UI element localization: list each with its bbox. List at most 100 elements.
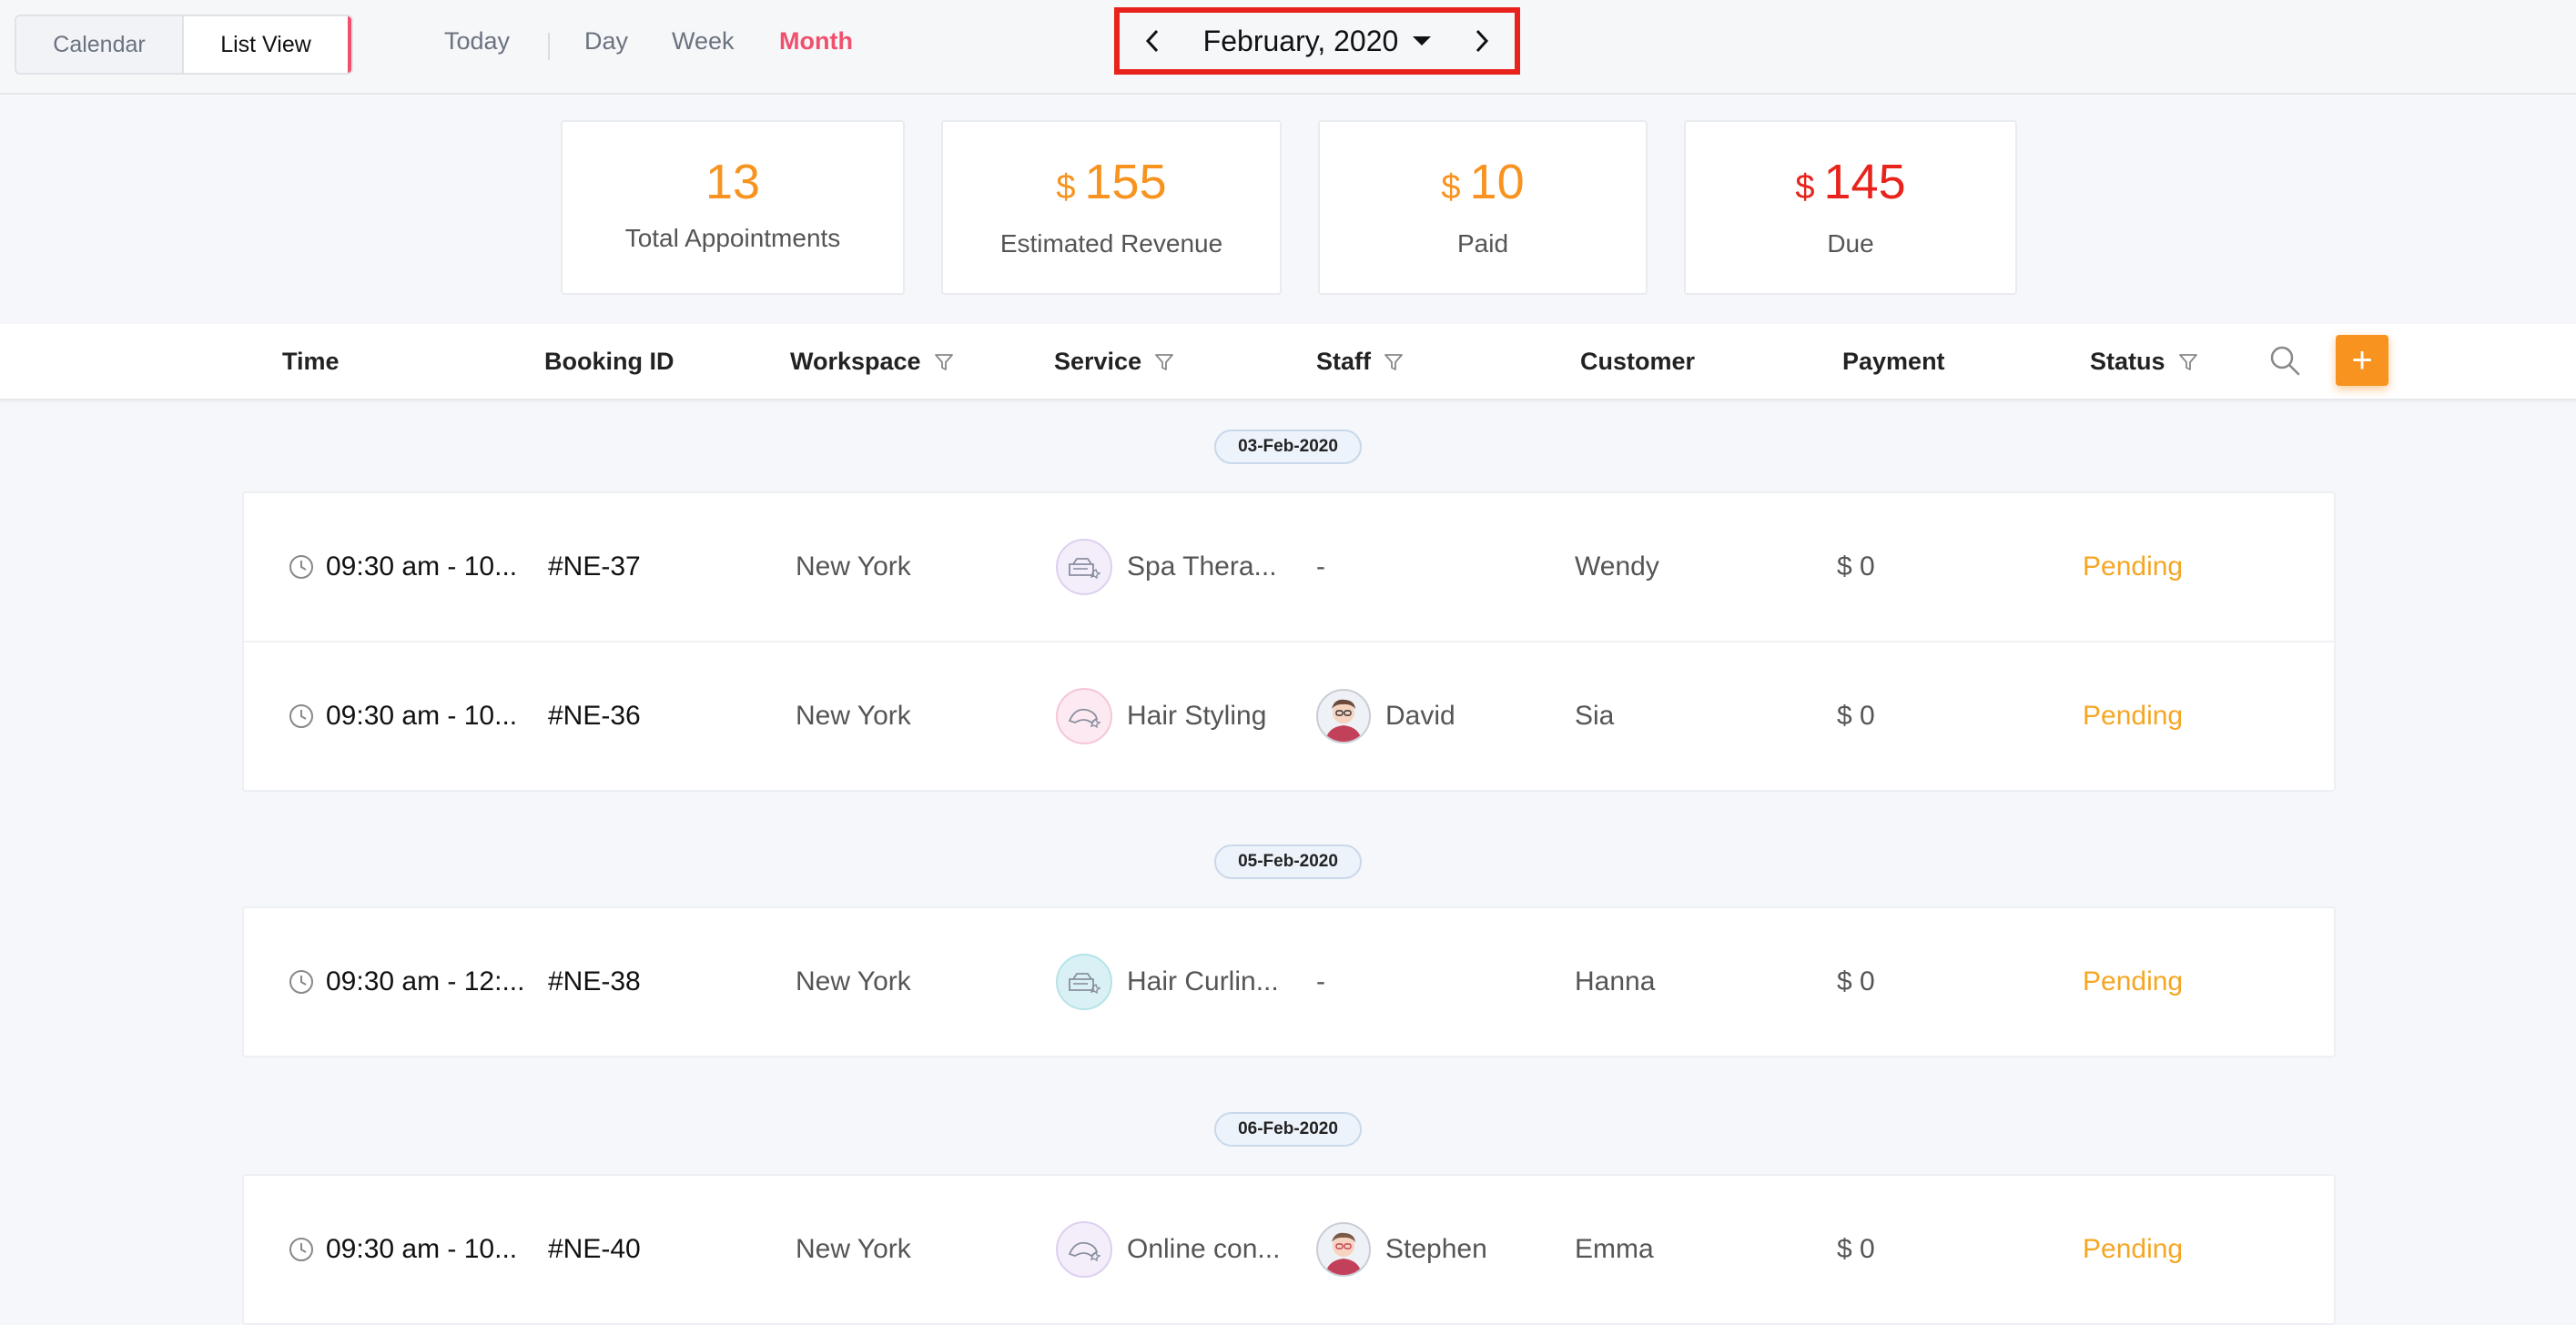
clock-icon: [289, 704, 313, 728]
chevron-left-icon[interactable]: [1140, 28, 1165, 54]
status-badge: Pending: [2083, 1234, 2184, 1264]
booking-id-header: Booking ID: [544, 348, 674, 376]
due-card: $145 Due: [1684, 120, 2017, 295]
due-label: Due: [1827, 229, 1874, 258]
status-badge: Pending: [2083, 701, 2184, 731]
workspace-header: Workspace: [790, 348, 954, 376]
workspace: New York: [796, 701, 911, 731]
time-text: 09:30 am - 10...: [326, 1234, 518, 1264]
view-toggle: Calendar List View: [15, 15, 353, 75]
workspace: New York: [796, 1234, 911, 1264]
range-divider: [548, 33, 550, 60]
time-text: 09:30 am - 10...: [326, 551, 518, 582]
chevron-right-icon[interactable]: [1469, 28, 1495, 54]
spa-service-icon: [1056, 539, 1112, 595]
service-header-label: Service: [1054, 348, 1142, 375]
currency-symbol: $: [1795, 168, 1815, 207]
booking-id-header-label: Booking ID: [544, 348, 674, 375]
staff-name: -: [1316, 551, 1325, 582]
time-text: 09:30 am - 10...: [326, 701, 518, 731]
estimated-revenue-value: $155: [943, 155, 1280, 215]
service-cell: Hair Curlin...: [1056, 908, 1279, 1056]
currency-symbol: $: [1056, 168, 1076, 207]
paid-label: Paid: [1456, 229, 1509, 258]
status-badge: Pending: [2083, 966, 2184, 996]
filter-icon[interactable]: [1154, 352, 1174, 372]
total-appointments-card: 13 Total Appointments: [561, 120, 905, 295]
status-header-label: Status: [2090, 348, 2165, 375]
estimated-revenue-card: $155 Estimated Revenue: [941, 120, 1282, 295]
time-cell: 09:30 am - 10...: [288, 493, 517, 641]
payment-amount: $ 0: [1837, 701, 1875, 731]
table-header: Time Booking ID Workspace Service Staff …: [0, 324, 2576, 400]
service-name: Spa Thera...: [1127, 551, 1277, 582]
total-appointments-label: Total Appointments: [624, 224, 841, 252]
payment-amount: $ 0: [1837, 1234, 1875, 1264]
staff-cell: -: [1316, 493, 1325, 641]
booking-id: #NE-37: [548, 551, 641, 582]
time-header: Time: [282, 348, 340, 376]
date-pill: 03-Feb-2020: [1214, 430, 1362, 464]
table-row[interactable]: 09:30 am - 10... #NE-40 New York Online …: [244, 1176, 2334, 1323]
workspace: New York: [796, 551, 911, 582]
date-pill: 05-Feb-2020: [1214, 845, 1362, 879]
day-button[interactable]: Day: [584, 27, 629, 55]
week-button[interactable]: Week: [672, 27, 735, 55]
staff-name: David: [1385, 701, 1455, 731]
service-name: Online con...: [1127, 1234, 1281, 1264]
staff-cell: -: [1316, 908, 1325, 1056]
payment-header-label: Payment: [1842, 348, 1945, 375]
paid-amount: 10: [1469, 155, 1525, 209]
table-row[interactable]: 09:30 am - 12:... #NE-38 New York Hair C…: [244, 908, 2334, 1056]
workspace: New York: [796, 966, 911, 996]
avatar: [1316, 1222, 1371, 1277]
estimated-revenue-label: Estimated Revenue: [999, 229, 1223, 258]
status-header: Status: [2090, 348, 2198, 376]
due-amount: 145: [1823, 155, 1906, 209]
staff-name: -: [1316, 966, 1325, 996]
appointment-group: 09:30 am - 10... #NE-40 New York Online …: [242, 1174, 2336, 1325]
filter-icon[interactable]: [934, 352, 954, 372]
month-picker[interactable]: February, 2020: [1203, 25, 1432, 58]
due-value: $145: [1686, 155, 2015, 215]
time-text: 09:30 am - 12:...: [326, 966, 525, 996]
month-label: February, 2020: [1202, 24, 1399, 57]
staff-cell: David: [1316, 642, 1455, 790]
caret-down-icon: [1413, 36, 1432, 46]
staff-cell: Stephen: [1316, 1176, 1487, 1323]
appointment-group: 09:30 am - 10... #NE-37 New York Spa The…: [242, 491, 2336, 792]
booking-id: #NE-36: [548, 701, 641, 731]
staff-header: Staff: [1316, 348, 1404, 376]
calendar-view-button[interactable]: Calendar: [53, 31, 146, 57]
customer-name: Wendy: [1575, 551, 1659, 582]
customer-header: Customer: [1580, 348, 1695, 376]
add-appointment-button[interactable]: +: [2336, 335, 2388, 386]
total-appointments-value: 13: [705, 155, 761, 209]
booking-id: #NE-40: [548, 1234, 641, 1264]
today-button[interactable]: Today: [444, 27, 511, 55]
customer-name: Emma: [1575, 1234, 1654, 1264]
staff-name: Stephen: [1385, 1234, 1487, 1264]
table-row[interactable]: 09:30 am - 10... #NE-36 New York Hair St…: [244, 641, 2334, 790]
clock-icon: [289, 1238, 313, 1261]
search-icon[interactable]: [2268, 344, 2301, 377]
filter-icon[interactable]: [2178, 352, 2198, 372]
payment-header: Payment: [1842, 348, 1945, 376]
filter-icon[interactable]: [1384, 352, 1404, 372]
service-cell: Spa Thera...: [1056, 493, 1277, 641]
list-view-button[interactable]: List View: [182, 16, 351, 73]
month-button[interactable]: Month: [779, 27, 853, 55]
status-badge: Pending: [2083, 551, 2184, 582]
date-pill: 06-Feb-2020: [1214, 1112, 1362, 1147]
service-header: Service: [1054, 348, 1174, 376]
table-row[interactable]: 09:30 am - 10... #NE-37 New York Spa The…: [244, 493, 2334, 641]
paid-card: $10 Paid: [1318, 120, 1648, 295]
service-name: Hair Curlin...: [1127, 966, 1279, 996]
workspace-header-label: Workspace: [790, 348, 921, 375]
paid-value: $10: [1320, 155, 1646, 215]
avatar: [1316, 689, 1371, 743]
payment-amount: $ 0: [1837, 551, 1875, 582]
time-cell: 09:30 am - 10...: [288, 1176, 517, 1323]
hair-curling-icon: [1056, 954, 1112, 1010]
staff-header-label: Staff: [1316, 348, 1371, 375]
